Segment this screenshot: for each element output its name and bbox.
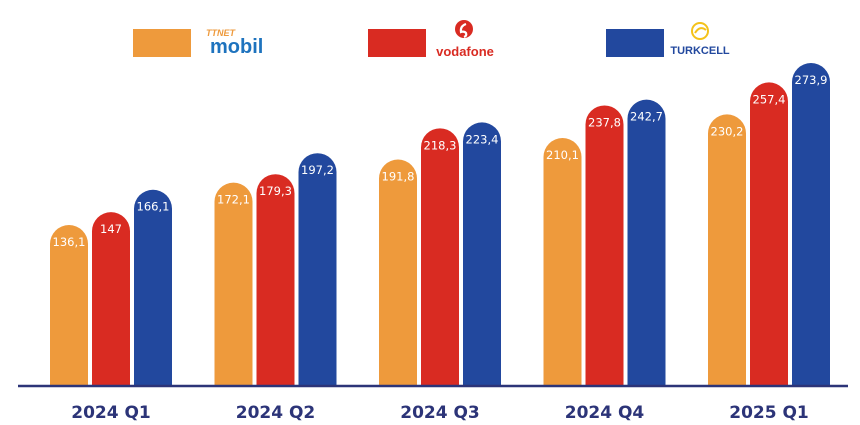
bar-ttnet-2024-q4 xyxy=(543,138,582,385)
ttnet-logo-text: TTNET xyxy=(206,28,236,38)
bar-turkcell-2024-q4 xyxy=(627,99,666,385)
vodafone-quote-icon xyxy=(459,22,468,39)
legend: TTNET mobil vodafone TURKCELL xyxy=(133,20,730,59)
value-label-vodafone-2025-q1: 257,4 xyxy=(753,92,786,106)
value-label-vodafone-2024-q4: 237,8 xyxy=(588,115,621,129)
turkcell-logo-text: TURKCELL xyxy=(670,45,730,57)
value-label-turkcell-2024-q2: 197,2 xyxy=(301,163,334,177)
x-tick-label: 2024 Q1 xyxy=(71,403,151,423)
turkcell-swirl-icon xyxy=(694,27,707,34)
value-label-turkcell-2024-q1: 166,1 xyxy=(137,200,170,214)
value-label-turkcell-2025-q1: 273,9 xyxy=(795,73,828,87)
mobil-logo-text: mobil xyxy=(210,36,263,58)
ttnet-mobil-logo: TTNET mobil xyxy=(206,28,263,58)
legend-swatch-ttnet xyxy=(133,29,191,57)
legend-swatch-turkcell xyxy=(606,29,664,57)
bar-ttnet-2024-q3 xyxy=(379,159,417,385)
x-tick-label: 2024 Q3 xyxy=(400,403,480,423)
x-axis-tick-labels: 2024 Q1 2024 Q2 2024 Q3 2024 Q4 2025 Q1 xyxy=(71,403,809,423)
value-label-ttnet-2024-q4: 210,1 xyxy=(546,148,579,162)
bar-vodafone-2024-q1 xyxy=(92,212,130,385)
value-label-ttnet-2024-q3: 191,8 xyxy=(382,170,415,184)
bar-turkcell-2024-q1 xyxy=(134,189,172,385)
x-tick-label: 2024 Q2 xyxy=(236,403,316,423)
bar-turkcell-2024-q2 xyxy=(298,153,337,385)
vodafone-logo-text: vodafone xyxy=(436,44,494,59)
vodafone-logo: vodafone xyxy=(436,20,494,59)
bars-layer xyxy=(50,63,830,386)
x-tick-label: 2025 Q1 xyxy=(729,403,809,423)
vodafone-speechmark-icon xyxy=(455,20,473,38)
bar-vodafone-2024-q2 xyxy=(256,174,295,385)
value-label-ttnet-2025-q1: 230,2 xyxy=(711,124,744,138)
bar-ttnet-2024-q1 xyxy=(50,224,88,385)
value-label-vodafone-2024-q2: 179,3 xyxy=(259,184,292,198)
value-label-vodafone-2024-q1: 147 xyxy=(100,222,122,236)
bar-ttnet-2024-q2 xyxy=(214,182,253,385)
legend-swatch-vodafone xyxy=(368,29,426,57)
turkcell-crescent-icon xyxy=(691,22,709,40)
value-label-turkcell-2024-q4: 242,7 xyxy=(630,110,663,124)
bar-vodafone-2024-q4 xyxy=(585,105,624,385)
bar-turkcell-2025-q1 xyxy=(792,63,830,385)
bar-vodafone-2024-q3 xyxy=(421,128,459,385)
x-tick-label: 2024 Q4 xyxy=(565,403,645,423)
turkcell-logo: TURKCELL xyxy=(670,22,730,57)
bar-ttnet-2025-q1 xyxy=(708,114,746,386)
value-label-turkcell-2024-q3: 223,4 xyxy=(466,132,499,146)
value-label-ttnet-2024-q1: 136,1 xyxy=(53,235,86,249)
bar-vodafone-2025-q1 xyxy=(750,82,788,386)
value-label-vodafone-2024-q3: 218,3 xyxy=(424,138,457,152)
bar-turkcell-2024-q3 xyxy=(463,122,501,385)
value-labels-layer: 136,1 147 166,1 172,1 179,3 197,2 191,8 218,3 22… xyxy=(53,73,828,249)
value-label-ttnet-2024-q2: 172,1 xyxy=(217,193,250,207)
